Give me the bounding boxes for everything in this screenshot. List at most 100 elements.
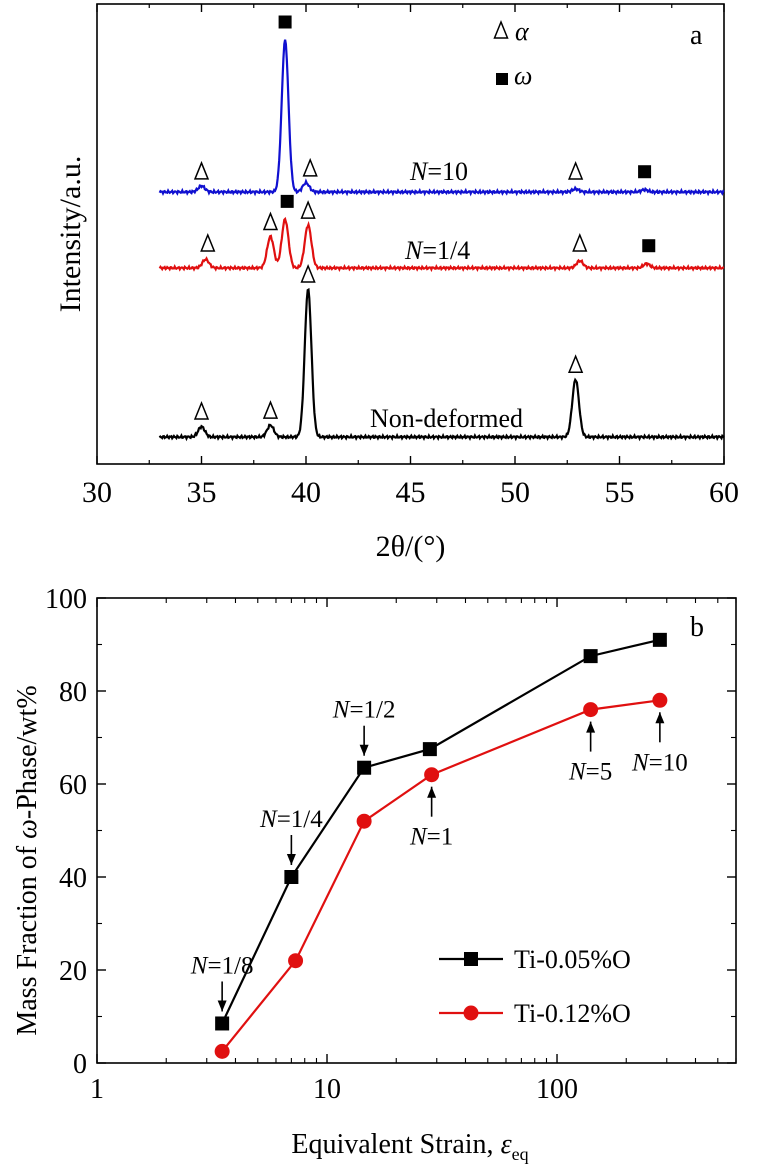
- x-tick-label-a: 35: [187, 476, 217, 509]
- legend-label-b: Ti-0.05%O: [514, 945, 631, 974]
- alpha-marker: [193, 160, 210, 180]
- annotation-value: =1/2: [349, 697, 395, 724]
- annotation-arrowhead: [655, 712, 665, 724]
- x-axis-label-subscript: eq: [512, 1144, 529, 1164]
- data-point-circle: [356, 813, 372, 829]
- x-tick-label-a: 60: [709, 476, 739, 509]
- annotation-value: =1: [427, 824, 454, 851]
- x-tick-label-b: 1: [90, 1074, 104, 1105]
- omega-marker: [642, 239, 656, 253]
- series-label-value: =1/4: [422, 236, 470, 265]
- y-tick-label-b: 100: [45, 584, 87, 615]
- annotation-arrowhead: [586, 721, 596, 733]
- y-axis-label-text: Mass Fraction of: [12, 839, 43, 1036]
- annotation-label: N=1/4: [259, 806, 323, 833]
- series-line-a-1: [158, 216, 725, 273]
- series-line-b-0: [221, 638, 661, 1024]
- annotation-arrowhead: [359, 744, 369, 756]
- annotation-value: =5: [586, 759, 613, 786]
- omega-marker: [280, 194, 294, 208]
- y-axis-label-text-end: -Phase/wt%: [12, 685, 43, 819]
- alpha-marker: [302, 157, 318, 177]
- x-tick-label-a: 50: [500, 476, 530, 509]
- series-label-a: N=1/4: [404, 236, 470, 265]
- series-line-b-1: [221, 699, 661, 1053]
- annotation-label: N=5: [568, 759, 612, 786]
- legend-marker-circle: [463, 1005, 479, 1021]
- legend-label-b: Ti-0.12%O: [514, 999, 631, 1028]
- annotation-value: =10: [649, 749, 688, 776]
- panel-label-a: a: [690, 20, 703, 51]
- annotation-n: N: [568, 759, 587, 786]
- x-axis-label-symbol: ε: [501, 1129, 512, 1160]
- data-point-square: [652, 632, 667, 647]
- annotation-label: N=10: [631, 749, 688, 776]
- alpha-marker: [200, 233, 216, 252]
- alpha-marker: [262, 400, 279, 419]
- series-line-a-0: [158, 39, 725, 197]
- annotation-value: =1/8: [207, 952, 253, 979]
- data-point-square: [422, 742, 437, 757]
- annotation-value: =1/4: [277, 806, 324, 833]
- alpha-marker: [300, 200, 316, 219]
- series-label-a: N=10: [409, 157, 468, 186]
- y-axis-label-symbol: ω: [12, 819, 43, 839]
- y-axis-label-a: Intensity/a.u.: [54, 156, 87, 313]
- x-tick-label-a: 30: [82, 476, 112, 509]
- legend-alpha-icon: [493, 20, 509, 39]
- alpha-marker: [567, 354, 584, 374]
- panel-label-b: b: [690, 612, 704, 643]
- annotation-n: N: [631, 749, 650, 776]
- data-point-circle: [424, 767, 440, 783]
- x-axis-label-a: 2θ/(°): [376, 530, 446, 563]
- annotation-n: N: [409, 824, 428, 851]
- data-point-square: [215, 1016, 230, 1031]
- x-axis-label-b: Equivalent Strain, εeq: [291, 1129, 528, 1164]
- y-tick-label-b: 80: [59, 677, 87, 708]
- legend-omega-icon: [496, 73, 508, 85]
- y-tick-label-b: 0: [73, 1049, 87, 1080]
- annotation-n: N: [332, 697, 351, 724]
- data-point-square: [284, 870, 299, 884]
- omega-marker: [638, 165, 652, 179]
- plot-frame-a: [96, 3, 725, 465]
- annotation-label: N=1/2: [332, 697, 396, 724]
- annotation-n: N: [259, 806, 278, 833]
- alpha-marker: [193, 401, 210, 420]
- alpha-marker: [567, 161, 584, 180]
- annotation-label: N=1/8: [190, 952, 254, 979]
- series-label-n: N: [409, 157, 429, 186]
- annotation-arrowhead: [286, 854, 296, 865]
- series-line-a-2: [158, 287, 725, 442]
- data-point-square: [357, 760, 372, 775]
- data-point-circle: [214, 1043, 230, 1059]
- annotation-arrowhead: [427, 786, 437, 798]
- annotation-label: N=1: [409, 824, 453, 851]
- alpha-marker: [262, 211, 279, 231]
- alpha-marker: [300, 264, 316, 283]
- y-tick-label-b: 20: [59, 956, 87, 987]
- x-tick-label-a: 45: [396, 476, 426, 509]
- data-point-circle: [652, 692, 668, 708]
- omega-marker: [278, 15, 292, 29]
- legend-omega-label: ω: [514, 61, 532, 90]
- annotation-arrowhead: [217, 1000, 227, 1012]
- y-tick-label-b: 60: [59, 770, 87, 801]
- alpha-marker: [572, 233, 588, 252]
- x-tick-label-a: 55: [605, 476, 635, 509]
- x-tick-label-b: 100: [536, 1074, 578, 1105]
- annotation-n: N: [190, 952, 209, 979]
- data-point-square: [583, 649, 598, 664]
- data-point-circle: [288, 953, 304, 969]
- legend-marker-square: [464, 952, 478, 966]
- x-tick-label-b: 10: [313, 1074, 341, 1105]
- data-point-circle: [583, 702, 599, 718]
- x-tick-label-a: 40: [291, 476, 321, 509]
- x-axis-label-text: Equivalent Strain,: [291, 1129, 500, 1160]
- series-label-n: N: [404, 236, 424, 265]
- y-axis-label-b: Mass Fraction of ω-Phase/wt%: [12, 685, 43, 1035]
- legend-alpha-label: α: [515, 17, 530, 46]
- y-tick-label-b: 40: [59, 863, 87, 894]
- series-label-a: Non-deformed: [370, 404, 523, 433]
